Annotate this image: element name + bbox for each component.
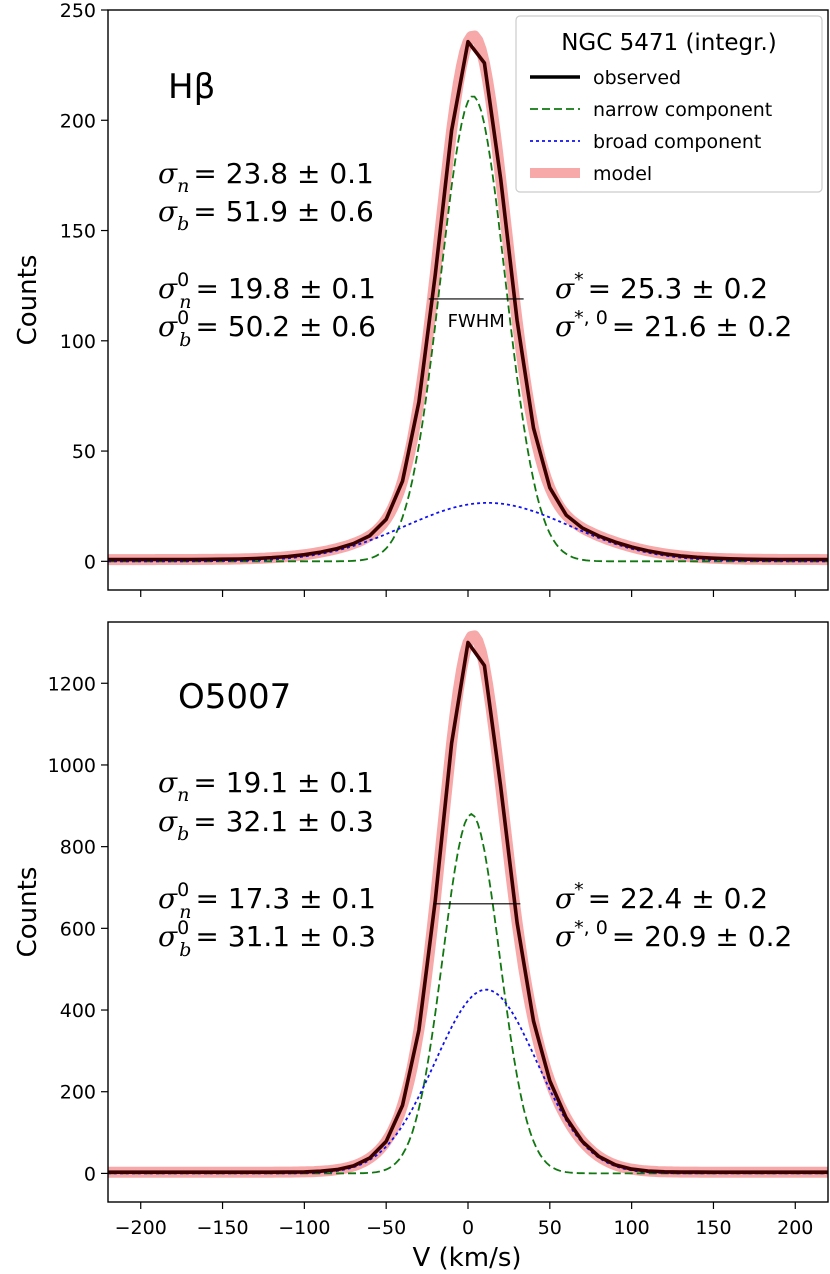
- sigma-symbol: σ: [158, 195, 178, 228]
- sigma-superscript: 0: [177, 269, 189, 291]
- sigma-value: = 17.3 ± 0.1: [195, 882, 376, 915]
- sigma-subscript: n: [179, 291, 191, 313]
- line-label: Hβ: [168, 67, 215, 107]
- observed-curve: [108, 39, 828, 562]
- x-tick-label: 50: [538, 1217, 562, 1239]
- legend-entry-label: broad component: [593, 131, 761, 153]
- sigma-symbol: σ: [158, 157, 178, 190]
- narrow-component-curve: [108, 95, 828, 563]
- sigma-subscript: b: [179, 939, 191, 961]
- sigma-value: = 20.9 ± 0.2: [612, 920, 793, 953]
- y-axis-label: Counts: [13, 255, 43, 346]
- plot-area: [108, 30, 828, 566]
- sigma-subscript: b: [177, 823, 189, 845]
- sigma-symbol: σ: [158, 310, 178, 343]
- sigma-subscript: n: [179, 901, 191, 923]
- y-tick-label: 200: [60, 1082, 96, 1104]
- sigma-superscript: *, 0: [574, 917, 608, 939]
- line-label: O5007: [178, 677, 291, 717]
- sigma-superscript: 0: [177, 307, 189, 329]
- sigma-symbol: σ: [555, 920, 575, 953]
- sigma-annotation: σb = 51.9 ± 0.6: [158, 195, 374, 235]
- fwhm-label: FWHM: [448, 311, 505, 332]
- x-tick-label: −50: [366, 1217, 406, 1239]
- broad-component-curve: [108, 502, 828, 563]
- y-tick-label: 400: [60, 1000, 96, 1022]
- x-tick-label: −100: [278, 1217, 330, 1239]
- y-tick-label: 0: [84, 551, 96, 573]
- x-tick-label: −200: [115, 1217, 167, 1239]
- legend-entry-label: model: [593, 163, 652, 185]
- sigma-symbol: σ: [555, 310, 575, 343]
- sigma-subscript: b: [177, 213, 189, 235]
- sigma-superscript: 0: [177, 879, 189, 901]
- y-tick-label: 1200: [48, 673, 96, 695]
- sigma-value: = 21.6 ± 0.2: [612, 310, 793, 343]
- sigma-symbol: σ: [158, 882, 178, 915]
- x-axis-label: V (km/s): [412, 1243, 521, 1273]
- sigma-symbol: σ: [158, 805, 178, 838]
- sigma-value: = 19.8 ± 0.1: [195, 272, 376, 305]
- narrow-component-curve: [108, 812, 828, 1175]
- y-tick-label: 1000: [48, 755, 96, 777]
- sigma-symbol: σ: [555, 882, 575, 915]
- y-tick-label: 800: [60, 837, 96, 859]
- sigma-value: = 51.9 ± 0.6: [193, 195, 374, 228]
- sigma-symbol: σ: [158, 766, 178, 799]
- legend-entry-label: observed: [593, 67, 681, 89]
- sigma-annotation: σn = 19.1 ± 0.1: [158, 766, 374, 806]
- sigma-symbol: σ: [555, 272, 575, 305]
- x-tick-label: −150: [196, 1217, 248, 1239]
- observed-curve: [108, 640, 828, 1174]
- sigma-value: = 32.1 ± 0.3: [193, 805, 374, 838]
- sigma-subscript: b: [179, 329, 191, 351]
- legend-box: [515, 15, 823, 193]
- sigma-annotation: σ0 b = 50.2 ± 0.6: [158, 307, 376, 351]
- sigma-subscript: n: [177, 784, 189, 806]
- sigma-annotation: σb = 32.1 ± 0.3: [158, 805, 374, 845]
- sigma-annotation: σ0 n = 19.8 ± 0.1: [158, 269, 376, 313]
- y-axis-label: Counts: [13, 867, 43, 958]
- sigma-value: = 31.1 ± 0.3: [195, 920, 376, 953]
- x-tick-label: 200: [777, 1217, 813, 1239]
- sigma-superscript: *, 0: [574, 307, 608, 329]
- sigma-annotation: σ*, 0 = 21.6 ± 0.2: [555, 307, 792, 343]
- sigma-superscript: *: [574, 879, 584, 901]
- sigma-value: = 23.8 ± 0.1: [193, 157, 374, 190]
- y-tick-label: 50: [72, 441, 96, 463]
- sigma-superscript: *: [574, 269, 584, 291]
- sigma-superscript: 0: [177, 917, 189, 939]
- sigma-subscript: n: [177, 175, 189, 197]
- sigma-annotation: σn = 23.8 ± 0.1: [158, 157, 374, 197]
- sigma-annotation: σ*, 0 = 20.9 ± 0.2: [555, 917, 792, 953]
- x-tick-label: 150: [695, 1217, 731, 1239]
- y-tick-label: 150: [60, 221, 96, 243]
- sigma-value: = 25.3 ± 0.2: [588, 272, 769, 305]
- x-tick-label: 100: [614, 1217, 650, 1239]
- y-tick-label: 100: [60, 331, 96, 353]
- sigma-annotation: σ* = 22.4 ± 0.2: [555, 879, 768, 915]
- sigma-value: = 50.2 ± 0.6: [195, 310, 376, 343]
- y-tick-label: 600: [60, 918, 96, 940]
- sigma-symbol: σ: [158, 920, 178, 953]
- x-tick-label: 0: [462, 1217, 474, 1239]
- legend-title: NGC 5471 (integr.): [561, 30, 777, 56]
- sigma-annotation: σ* = 25.3 ± 0.2: [555, 269, 768, 305]
- y-tick-label: 250: [60, 0, 96, 22]
- sigma-annotation: σ0 n = 17.3 ± 0.1: [158, 879, 376, 923]
- y-tick-label: 0: [84, 1163, 96, 1185]
- broad-component-curve: [108, 988, 828, 1175]
- sigma-value: = 22.4 ± 0.2: [588, 882, 769, 915]
- legend: NGC 5471 (integr.) observed narrow compone…: [515, 15, 823, 193]
- legend-entry-label: narrow component: [593, 99, 772, 121]
- plot-area: [108, 630, 828, 1178]
- sigma-annotation: σ0 b = 31.1 ± 0.3: [158, 917, 376, 961]
- sigma-symbol: σ: [158, 272, 178, 305]
- sigma-value: = 19.1 ± 0.1: [193, 766, 374, 799]
- y-tick-label: 200: [60, 110, 96, 132]
